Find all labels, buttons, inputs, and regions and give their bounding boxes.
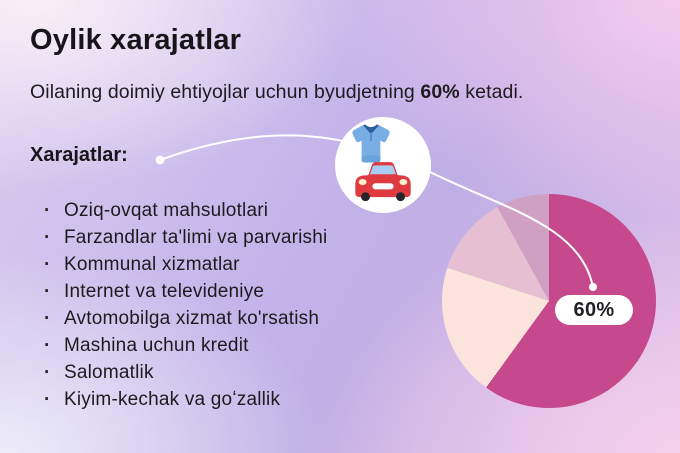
expenses-heading: Xarajatlar: xyxy=(30,144,128,166)
expenses-list: · Oziq-ovqat mahsulotlari · Farzandlar ta'l… xyxy=(44,197,327,413)
bullet-icon: · xyxy=(44,254,51,275)
connector-dot-start xyxy=(155,155,165,165)
bullet-icon: · xyxy=(44,335,51,356)
list-item-label: Salomatlik xyxy=(64,362,154,383)
list-item: · Avtomobilga xizmat ko'rsatish xyxy=(44,305,327,332)
bullet-icon: · xyxy=(44,200,51,221)
callout-icon-circle xyxy=(335,117,431,213)
list-item: · Kiyim-kechak va goʻzallik xyxy=(44,386,327,413)
subtitle-suffix: ketadi. xyxy=(459,81,524,103)
bullet-icon: · xyxy=(44,227,51,248)
bullet-icon: · xyxy=(44,281,51,302)
tshirt-icon xyxy=(352,124,390,163)
car-icon xyxy=(355,162,411,202)
bullet-icon: · xyxy=(44,308,51,329)
list-item-label: Avtomobilga xizmat ko'rsatish xyxy=(64,308,320,329)
list-item: · Internet va televideniye xyxy=(44,278,327,305)
pie-percentage-badge: 60% xyxy=(555,295,633,325)
list-item-label: Kiyim-kechak va goʻzallik xyxy=(64,389,281,410)
subtitle-percent: 60% xyxy=(420,81,460,103)
page-title: Oylik xarajatlar xyxy=(30,24,242,56)
list-item: · Farzandlar ta'limi va parvarishi xyxy=(44,224,327,251)
subtitle: Oilaning doimiy ehtiyojlar uchun byudjet… xyxy=(30,81,523,104)
subtitle-prefix: Oilaning doimiy ehtiyojlar uchun byudjet… xyxy=(30,81,421,103)
bullet-icon: · xyxy=(44,389,51,410)
list-item-label: Mashina uchun kredit xyxy=(64,335,249,356)
list-item: · Salomatlik xyxy=(44,359,327,386)
list-item-label: Farzandlar ta'limi va parvarishi xyxy=(64,227,328,248)
list-item-label: Internet va televideniye xyxy=(64,281,265,302)
list-item: · Mashina uchun kredit xyxy=(44,332,327,359)
bullet-icon: · xyxy=(44,362,51,383)
list-item-label: Kommunal xizmatlar xyxy=(64,254,240,275)
list-item: · Oziq-ovqat mahsulotlari xyxy=(44,197,327,224)
list-item-label: Oziq-ovqat mahsulotlari xyxy=(64,200,269,221)
list-item: · Kommunal xizmatlar xyxy=(44,251,327,278)
